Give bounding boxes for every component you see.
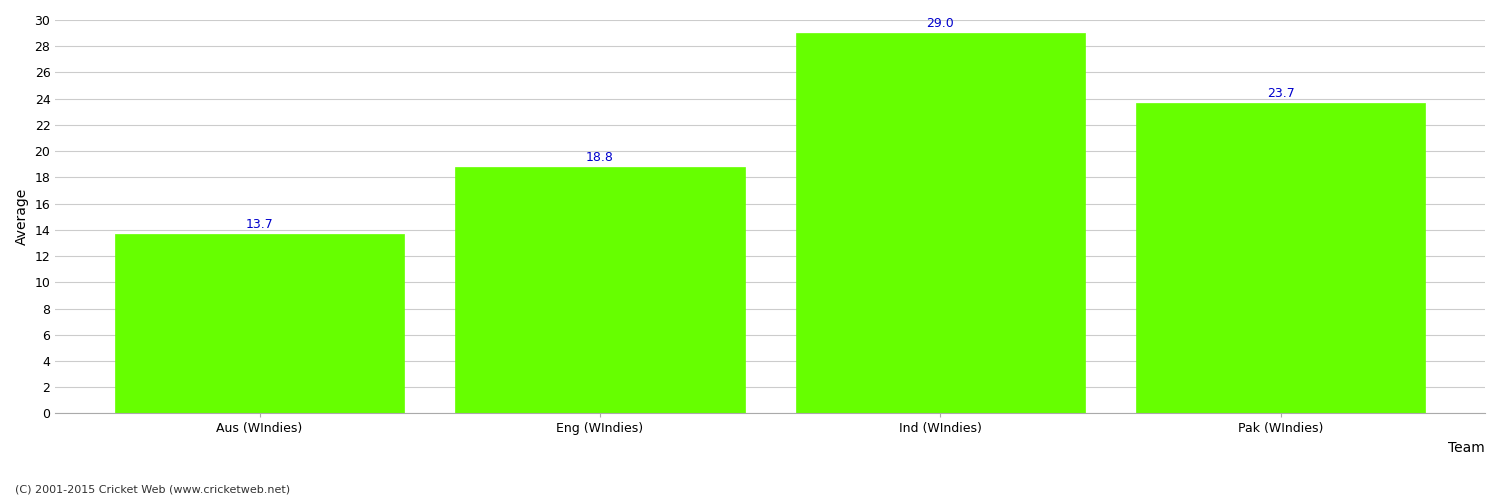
Bar	[116, 234, 404, 414]
Bar	[1136, 102, 1425, 414]
Text: (C) 2001-2015 Cricket Web (www.cricketweb.net): (C) 2001-2015 Cricket Web (www.cricketwe…	[15, 485, 290, 495]
Bar	[456, 167, 744, 414]
Y-axis label: Average: Average	[15, 188, 28, 246]
Bar	[795, 33, 1084, 413]
Text: 13.7: 13.7	[246, 218, 273, 231]
Text: 23.7: 23.7	[1268, 87, 1294, 100]
Text: 18.8: 18.8	[586, 152, 613, 164]
Text: 29.0: 29.0	[927, 18, 954, 30]
X-axis label: Team: Team	[1448, 441, 1485, 455]
